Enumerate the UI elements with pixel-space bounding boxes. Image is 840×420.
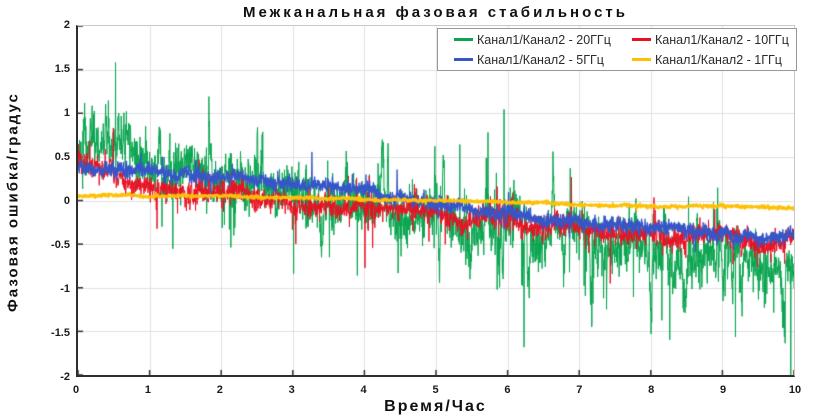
x-tick-label: 2 (216, 384, 223, 396)
x-tick-label: 3 (288, 384, 295, 396)
y-tick-label: 2 (63, 19, 70, 31)
y-tick-label: 0.5 (54, 151, 70, 163)
y-tick-label: -1.5 (51, 327, 70, 339)
legend-item: Канал1/Канал2 - 10ГГц (632, 31, 796, 48)
legend-item: Канал1/Канал2 - 5ГГц (454, 51, 632, 68)
legend-label: Канал1/Канал2 - 20ГГц (477, 32, 611, 47)
y-tick-label: -2 (60, 371, 70, 383)
legend-label: Канал1/Канал2 - 1ГГц (655, 52, 782, 67)
legend-line-swatch (632, 58, 651, 61)
legend-line-swatch (454, 58, 473, 61)
y-tick-label: -0.5 (51, 239, 70, 251)
legend-item: Канал1/Канал2 - 20ГГц (454, 31, 632, 48)
legend: Канал1/Канал2 - 20ГГц Канал1/Канал2 - 10Г… (437, 28, 797, 71)
x-tick-label: 10 (788, 384, 802, 396)
legend-line-swatch (454, 38, 473, 41)
legend-line-swatch (632, 38, 651, 41)
legend-item: Канал1/Канал2 - 1ГГц (632, 51, 796, 68)
plot-area (76, 25, 795, 377)
x-tick-label: 4 (360, 384, 367, 396)
x-tick-label: 1 (144, 384, 151, 396)
series-canvas (78, 26, 794, 375)
x-tick-label: 8 (648, 384, 655, 396)
y-tick-label: -1 (60, 283, 70, 295)
x-tick-label: 5 (432, 384, 439, 396)
y-tick-label: 1.5 (54, 63, 70, 75)
x-axis-label: Время/Час (384, 398, 487, 415)
legend-label: Канал1/Канал2 - 10ГГц (655, 32, 789, 47)
x-tick-label: 7 (576, 384, 583, 396)
x-tick-label: 0 (72, 384, 80, 396)
y-tick-label: 0 (63, 195, 70, 207)
chart-title: Межканальная фазовая стабильность (243, 4, 628, 21)
x-tick-label: 6 (504, 384, 511, 396)
y-tick-label: 1 (63, 107, 70, 119)
x-tick-label: 9 (720, 384, 727, 396)
legend-label: Канал1/Канал2 - 5ГГц (477, 52, 604, 67)
